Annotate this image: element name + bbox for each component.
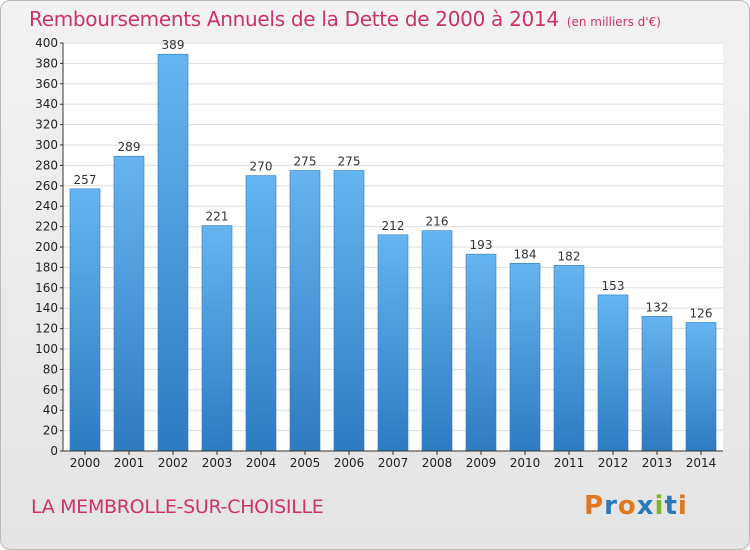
y-tick-label: 200 <box>35 240 58 254</box>
y-tick-label: 400 <box>35 36 58 50</box>
data-label: 275 <box>294 155 317 169</box>
x-tick-label: 2000 <box>70 456 101 470</box>
y-tick-label: 180 <box>35 260 58 274</box>
data-label: 212 <box>382 219 405 233</box>
proxiti-logo: Proxiti <box>584 491 688 521</box>
y-tick-label: 80 <box>43 362 58 376</box>
y-tick-label: 0 <box>50 444 58 458</box>
data-label: 126 <box>690 306 713 320</box>
bar <box>597 294 629 452</box>
data-label: 257 <box>74 173 97 187</box>
data-label: 270 <box>250 160 273 174</box>
bar <box>333 170 365 452</box>
logo-letter: i <box>654 491 665 521</box>
x-tick-label: 2009 <box>466 456 497 470</box>
bar <box>245 175 277 452</box>
x-tick-label: 2001 <box>114 456 145 470</box>
y-tick-label: 140 <box>35 301 58 315</box>
bars <box>69 53 717 452</box>
x-tick-label: 2006 <box>334 456 365 470</box>
data-label: 275 <box>338 155 361 169</box>
x-tick-label: 2013 <box>642 456 673 470</box>
y-tick-label: 120 <box>35 322 58 336</box>
logo-letter: i <box>677 491 688 521</box>
bar <box>421 230 453 452</box>
y-tick-label: 360 <box>35 77 58 91</box>
bar <box>509 263 541 452</box>
y-tick-label: 60 <box>43 383 58 397</box>
data-label: 184 <box>514 247 537 261</box>
title-row: Remboursements Annuels de la Dette de 20… <box>29 7 661 31</box>
bar <box>113 155 145 452</box>
logo-letter: o <box>617 491 637 521</box>
x-tick-label: 2002 <box>158 456 189 470</box>
y-tick-label: 340 <box>35 97 58 111</box>
y-tick-label: 240 <box>35 199 58 213</box>
x-tick-label: 2010 <box>510 456 541 470</box>
data-label: 182 <box>558 249 581 263</box>
x-tick-label: 2005 <box>290 456 321 470</box>
x-tick-label: 2003 <box>202 456 233 470</box>
x-tick-label: 2004 <box>246 456 277 470</box>
logo-letter: t <box>664 491 678 521</box>
bar <box>465 253 497 452</box>
data-label: 221 <box>206 210 229 224</box>
bar <box>157 53 189 452</box>
bar <box>553 265 585 452</box>
data-label: 216 <box>426 215 449 229</box>
logo-letter: P <box>584 491 605 521</box>
y-tick-label: 20 <box>43 424 58 438</box>
data-label: 153 <box>602 279 625 293</box>
x-tick-label: 2007 <box>378 456 409 470</box>
y-tick-label: 320 <box>35 118 58 132</box>
y-tick-label: 300 <box>35 138 58 152</box>
logo-letter: r <box>604 491 618 521</box>
bar <box>377 234 409 452</box>
bar <box>685 322 717 452</box>
axes: 0 20 40 60 80 100 120 140 160 180 200 220 240 260 280 3… <box>35 36 723 470</box>
y-tick-label: 380 <box>35 56 58 70</box>
chart-title: Remboursements Annuels de la Dette de 20… <box>29 7 559 31</box>
y-tick-label: 40 <box>43 403 58 417</box>
y-tick-label: 100 <box>35 342 58 356</box>
x-tick-label: 2014 <box>686 456 717 470</box>
y-tick-label: 220 <box>35 220 58 234</box>
data-label: 132 <box>646 300 669 314</box>
data-label: 193 <box>470 238 493 252</box>
data-labels: 257 289 389 221 270 275 275 212 216 193 184 182 153 1… <box>74 38 713 320</box>
bar <box>289 170 321 452</box>
bar <box>69 188 101 452</box>
y-tick-label: 260 <box>35 179 58 193</box>
x-tick-label: 2012 <box>598 456 629 470</box>
commune-name: LA MEMBROLLE-SUR-CHOISILLE <box>31 496 324 518</box>
bar <box>641 316 673 452</box>
x-tick-label: 2008 <box>422 456 453 470</box>
logo-letter: x <box>636 491 655 521</box>
y-tick-label: 160 <box>35 281 58 295</box>
data-label: 389 <box>162 38 185 52</box>
x-tick-label: 2011 <box>554 456 585 470</box>
data-label: 289 <box>118 140 141 154</box>
y-tick-label: 280 <box>35 158 58 172</box>
chart-unit: (en milliers d'€) <box>566 15 661 29</box>
bar <box>201 225 233 452</box>
